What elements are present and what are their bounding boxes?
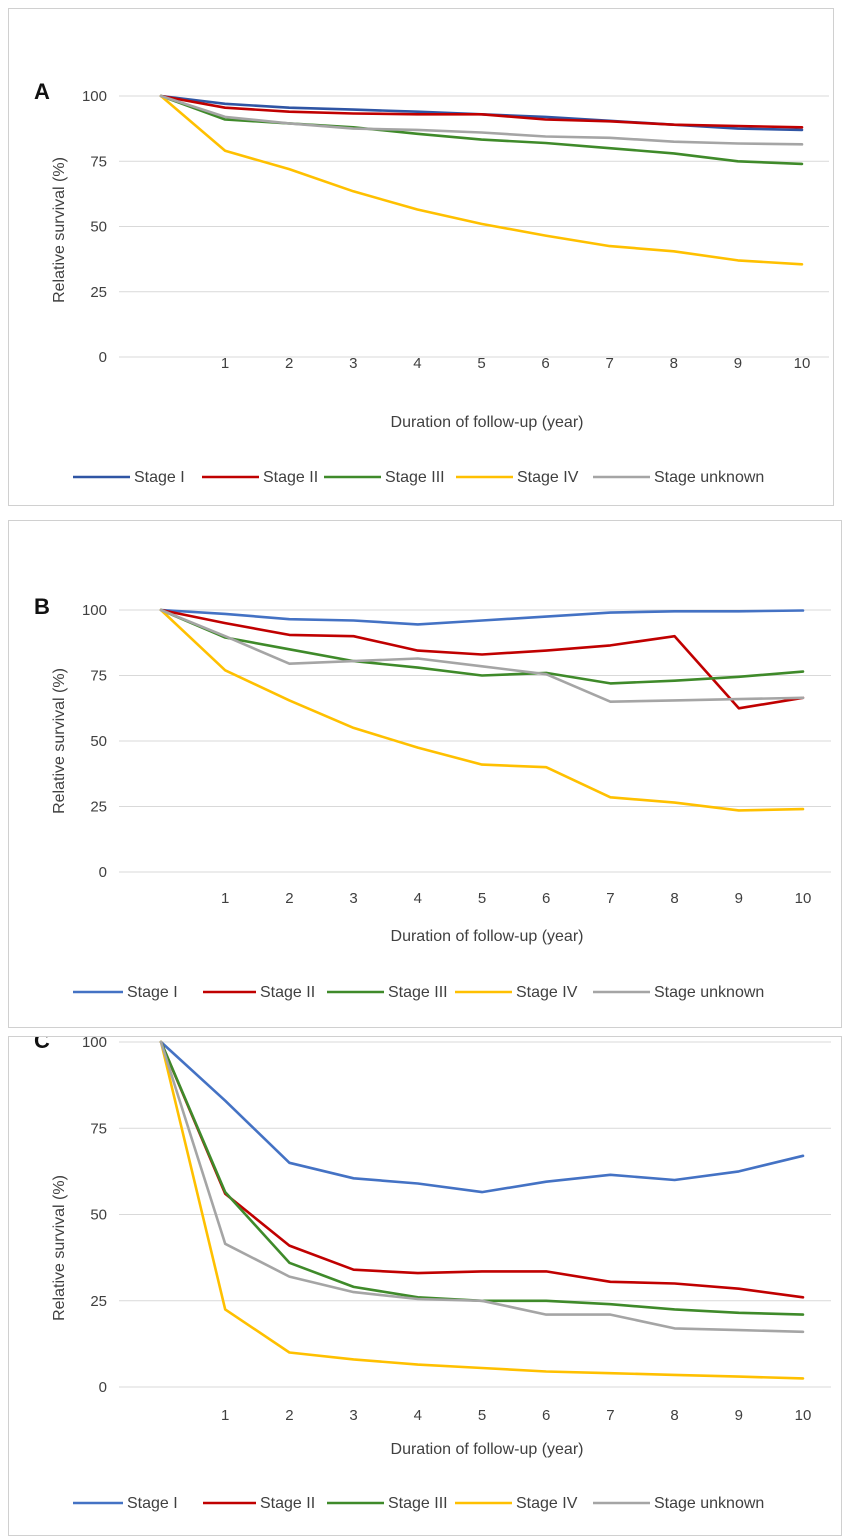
x-tick-label: 3 [349,1407,357,1424]
x-tick-label: 5 [478,890,486,907]
panel-label: B [34,594,50,619]
chart-svg-c: C 0 25 50 75 100 1 2 3 4 5 6 7 8 9 10 Duration of follow… [34,1037,831,1512]
y-tick-label: 50 [90,219,107,236]
legend-label: Stage III [385,469,445,486]
x-tick-label: 7 [606,355,614,372]
series-line [159,608,805,685]
series-line [159,1040,805,1380]
x-tick-label: 2 [285,355,293,372]
x-tick-label: 8 [670,1407,678,1424]
series-line [159,1040,805,1334]
series-line [159,1040,805,1299]
series-line [159,608,805,626]
x-tick-label: 9 [735,890,743,907]
x-tick-label: 7 [606,1407,614,1424]
x-axis-title: Duration of follow-up (year) [391,414,584,431]
y-tick-label: 100 [82,1037,107,1051]
y-tick-label: 100 [82,88,107,105]
x-tick-label: 2 [285,1407,293,1424]
y-axis-title: Relative survival (%) [51,668,68,814]
legend-label: Stage unknown [654,1495,764,1512]
y-tick-label: 75 [90,1120,107,1137]
legend-label: Stage III [388,984,448,1001]
x-tick-label: 1 [221,1407,229,1424]
y-tick-label: 25 [90,1293,107,1310]
legend-label: Stage II [260,1495,315,1512]
y-tick-label: 25 [90,799,107,816]
y-tick-label: 0 [99,1379,107,1396]
x-tick-label: 5 [478,1407,486,1424]
x-tick-label: 6 [541,355,549,372]
y-tick-label: 25 [90,284,107,301]
series-line [159,94,804,146]
x-tick-label: 7 [606,890,614,907]
legend-label: Stage II [260,984,315,1001]
legend-label: Stage I [127,1495,178,1512]
y-tick-label: 0 [99,349,107,366]
x-tick-label: 9 [735,1407,743,1424]
series-line [159,1040,805,1194]
y-tick-label: 100 [82,602,107,619]
series-line [159,608,805,812]
x-tick-label: 6 [542,1407,550,1424]
x-tick-label: 10 [794,355,811,372]
chart-svg-a: A 0 25 50 75 100 1 2 3 4 5 6 7 8 9 10 Duration of follow… [34,79,829,486]
chart-panel-c: C 0 25 50 75 100 1 2 3 4 5 6 7 8 9 10 Duration of follow… [8,1036,842,1536]
y-tick-label: 50 [90,733,107,750]
legend-label: Stage I [127,984,178,1001]
series-line [159,608,805,710]
y-axis-title: Relative survival (%) [51,157,68,303]
chart-panel-b: B 0 25 50 75 100 1 2 3 4 5 6 7 8 9 10 Duration of follow… [8,520,842,1028]
series-line [159,94,804,129]
series-line [159,1040,805,1316]
x-axis-title: Duration of follow-up (year) [391,928,584,945]
chart-svg-b: B 0 25 50 75 100 1 2 3 4 5 6 7 8 9 10 Duration of follow… [34,594,831,1001]
legend-label: Stage III [388,1495,448,1512]
x-tick-label: 10 [795,890,812,907]
legend-label: Stage IV [517,469,579,486]
y-axis-title: Relative survival (%) [51,1175,68,1321]
legend-label: Stage I [134,469,185,486]
x-tick-label: 10 [795,1407,812,1424]
x-tick-label: 9 [734,355,742,372]
x-tick-label: 4 [414,890,422,907]
y-tick-label: 75 [90,668,107,685]
x-axis-title: Duration of follow-up (year) [391,1441,584,1458]
panel-label: C [34,1037,50,1053]
x-tick-label: 4 [413,355,421,372]
x-tick-label: 1 [221,355,229,372]
x-tick-label: 3 [349,890,357,907]
legend-label: Stage unknown [654,984,764,1001]
x-tick-label: 1 [221,890,229,907]
legend-label: Stage II [263,469,318,486]
x-tick-label: 4 [414,1407,422,1424]
y-tick-label: 50 [90,1207,107,1224]
x-tick-label: 3 [349,355,357,372]
x-tick-label: 2 [285,890,293,907]
x-tick-label: 8 [670,355,678,372]
legend-label: Stage unknown [654,469,764,486]
series-line [159,94,804,266]
x-tick-label: 8 [670,890,678,907]
panel-label: A [34,79,50,104]
legend-label: Stage IV [516,984,578,1001]
x-tick-label: 6 [542,890,550,907]
chart-panel-a: A 0 25 50 75 100 1 2 3 4 5 6 7 8 9 10 Duration of follow… [8,8,834,506]
x-tick-label: 5 [477,355,485,372]
y-tick-label: 0 [99,864,107,881]
legend-label: Stage IV [516,1495,578,1512]
series-line [159,608,805,703]
y-tick-label: 75 [90,153,107,170]
